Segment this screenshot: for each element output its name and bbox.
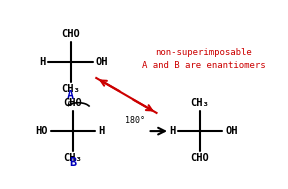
Text: CHO: CHO	[61, 29, 80, 39]
Text: H: H	[98, 126, 104, 136]
Text: H: H	[39, 57, 46, 67]
Text: OH: OH	[225, 126, 238, 136]
Text: non-superimposable
A and B are enantiomers: non-superimposable A and B are enantiome…	[142, 48, 265, 70]
Text: CHO: CHO	[63, 98, 82, 108]
Text: HO: HO	[35, 126, 48, 136]
Text: CH₃: CH₃	[61, 84, 80, 94]
Text: H: H	[169, 126, 175, 136]
Text: B: B	[69, 156, 76, 169]
Text: CHO: CHO	[191, 153, 209, 163]
Text: A: A	[67, 89, 74, 102]
Text: 180°: 180°	[125, 116, 145, 125]
Text: OH: OH	[96, 57, 108, 67]
Text: CH₃: CH₃	[63, 153, 82, 163]
Text: CH₃: CH₃	[191, 98, 209, 108]
